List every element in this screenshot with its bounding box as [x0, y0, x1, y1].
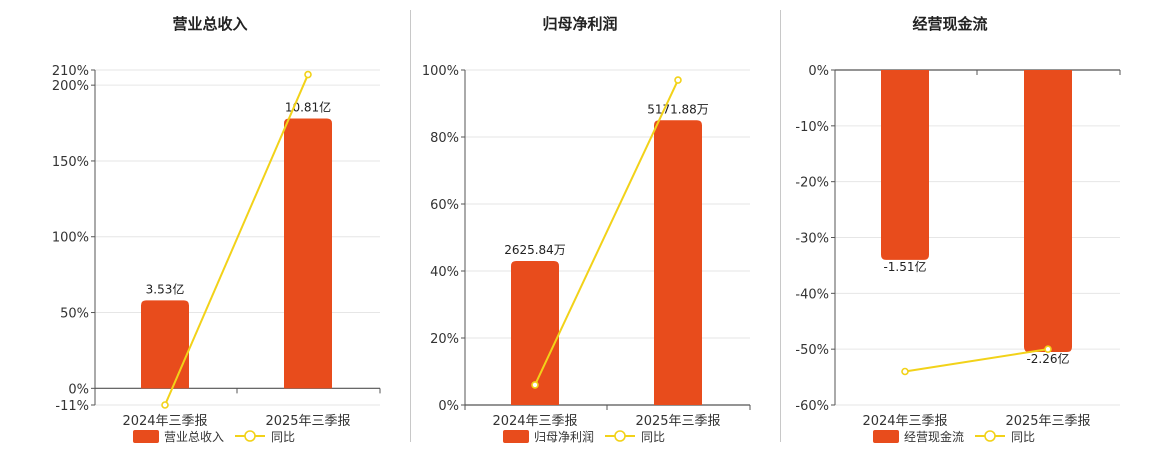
chart-title: 营业总收入: [172, 15, 247, 33]
y-tick-label: 0%: [438, 399, 459, 414]
y-tick-label: 0%: [68, 382, 89, 397]
net-profit-chart: 归母净利润 0% 20% 40% 60% 80% 100% 2625.84万 5171.88万 2…: [422, 15, 751, 444]
y-tick-label: -40%: [795, 287, 829, 302]
bar-data-label: -1.51亿: [883, 259, 926, 274]
y-tick-label: 20%: [430, 332, 459, 347]
x-category-label: 2024年三季报: [862, 414, 947, 429]
legend-line-marker: [244, 430, 256, 442]
legend-label: 同比: [1011, 430, 1035, 444]
bar: [141, 300, 189, 389]
cash-flow-chart: 经营现金流 -60% -50% -40% -30% -20% -10% 0% -1.51亿 -2.…: [795, 15, 1121, 444]
yoy-point: [531, 381, 539, 389]
y-tick-label: -10%: [795, 120, 829, 135]
y-tick-label: 200%: [52, 79, 89, 94]
legend-label: 同比: [271, 430, 295, 444]
chart-panel-revenue: 营业总收入 -11% 0% 50% 100% 150% 200% 210% 3.53亿 10.81…: [20, 0, 400, 450]
yoy-point: [304, 70, 312, 79]
x-category-label: 2024年三季报: [122, 414, 207, 429]
legend-label: 归母净利润: [534, 430, 594, 444]
y-tick-label: 150%: [52, 155, 89, 170]
legend-bar-swatch: [503, 430, 529, 443]
bar: [284, 118, 332, 389]
yoy-line: [164, 74, 309, 406]
y-tick-label: -30%: [795, 232, 829, 247]
x-category-label: 2025年三季报: [265, 414, 350, 429]
chart-panel-net-profit: 归母净利润 0% 20% 40% 60% 80% 100% 2625.84万 5171.88万 2…: [390, 0, 770, 450]
legend-line-marker: [984, 430, 996, 442]
legend-bar-swatch: [133, 430, 159, 443]
bar-data-label: 2625.84万: [504, 243, 566, 257]
y-tick-label: -60%: [795, 399, 829, 414]
bar: [1024, 70, 1072, 352]
bar-data-label: 3.53亿: [146, 281, 185, 296]
y-tick-label: -11%: [55, 399, 89, 414]
yoy-line: [534, 79, 679, 386]
y-tick-label: 0%: [808, 64, 829, 79]
y-tick-label: 100%: [422, 64, 459, 79]
panel-divider: [780, 10, 781, 442]
yoy-point: [1044, 345, 1052, 353]
panel-divider: [410, 10, 411, 442]
legend-bar-swatch: [873, 430, 899, 443]
y-tick-label: -20%: [795, 176, 829, 191]
bar: [654, 120, 702, 405]
yoy-point: [901, 367, 909, 376]
bar: [881, 70, 929, 260]
x-category-label: 2024年三季报: [492, 414, 577, 429]
y-tick-label: 210%: [52, 64, 89, 79]
chart-panel-cash-flow: 经营现金流 -60% -50% -40% -30% -20% -10% 0% -1.51亿 -2.…: [760, 0, 1140, 450]
x-category-label: 2025年三季报: [1005, 414, 1090, 429]
y-tick-label: 40%: [430, 265, 459, 280]
y-tick-label: 50%: [60, 307, 89, 322]
yoy-line: [904, 348, 1049, 373]
bar-data-label: -2.26亿: [1026, 351, 1069, 366]
legend-label: 同比: [641, 430, 665, 444]
legend-line-marker: [614, 430, 626, 442]
revenue-chart: 营业总收入-11%0%50%100%150%200%210%3.53亿10.81…: [52, 15, 381, 444]
chart-title: 经营现金流: [912, 15, 987, 33]
bar: [511, 260, 559, 405]
legend-label: 经营现金流: [904, 429, 964, 444]
yoy-point: [674, 76, 682, 84]
x-category-label: 2025年三季报: [635, 414, 720, 429]
yoy-point: [161, 401, 169, 409]
y-tick-label: 80%: [430, 131, 459, 146]
chart-title: 归母净利润: [542, 15, 617, 33]
bar-data-label: 5171.88万: [647, 102, 709, 116]
y-tick-label: 60%: [430, 198, 459, 213]
legend-label: 营业总收入: [164, 430, 224, 444]
y-tick-label: 100%: [52, 231, 89, 246]
y-tick-label: -50%: [795, 343, 829, 358]
